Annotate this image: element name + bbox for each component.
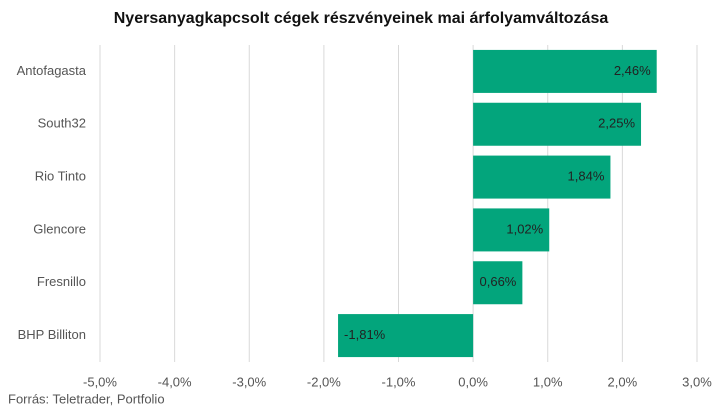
bar	[473, 102, 642, 146]
y-tick-label: South32	[38, 116, 86, 131]
x-tick-label: -3,0%	[232, 374, 266, 389]
value-label: -1,81%	[344, 327, 386, 342]
y-tick-label: BHP Billiton	[18, 327, 86, 342]
bar	[473, 261, 523, 305]
x-tick-label: -5,0%	[83, 374, 117, 389]
x-tick-label: 1,0%	[533, 374, 563, 389]
value-label: 0,66%	[480, 274, 517, 289]
bar	[473, 208, 550, 252]
x-tick-label: -2,0%	[307, 374, 341, 389]
value-label: 2,46%	[614, 63, 651, 78]
x-tick-label: -4,0%	[158, 374, 192, 389]
x-tick-label: 2,0%	[608, 374, 638, 389]
x-tick-label: -1,0%	[382, 374, 416, 389]
y-tick-label: Glencore	[33, 221, 86, 236]
x-tick-label: 0,0%	[458, 374, 488, 389]
y-tick-label: Rio Tinto	[35, 169, 86, 184]
bar	[473, 155, 611, 199]
y-tick-label: Fresnillo	[37, 274, 86, 289]
chart-title: Nyersanyagkapcsolt cégek részvényeinek m…	[114, 10, 609, 27]
value-label: 1,02%	[506, 221, 543, 236]
value-label: 1,84%	[568, 169, 605, 184]
x-tick-label: 3,0%	[682, 374, 712, 389]
y-tick-label: Antofagasta	[17, 63, 87, 78]
value-label: 2,25%	[598, 116, 635, 131]
source: Forrás: Teletrader, Portfolio	[8, 391, 165, 406]
bar	[338, 314, 474, 358]
bar	[473, 49, 657, 93]
